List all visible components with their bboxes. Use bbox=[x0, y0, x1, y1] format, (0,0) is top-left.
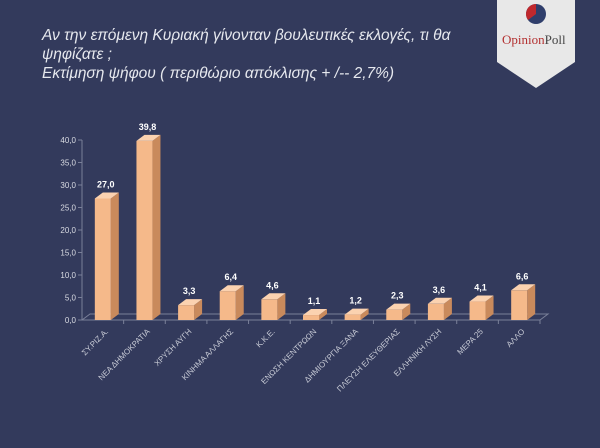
bar-side bbox=[152, 134, 161, 320]
y-tick-label: 15,0 bbox=[60, 249, 76, 258]
bar bbox=[219, 291, 236, 320]
bar bbox=[136, 140, 153, 320]
bar bbox=[427, 303, 444, 320]
category-label: Κ.Κ.Ε. bbox=[254, 327, 276, 349]
bar-top bbox=[261, 293, 286, 300]
bar-side bbox=[277, 293, 286, 320]
title-line-2: Εκτίμηση ψήφου ( περιθώριο απόκλισης + /… bbox=[42, 65, 395, 82]
y-tick-label: 10,0 bbox=[60, 271, 76, 280]
y-tick-label: 30,0 bbox=[60, 181, 76, 190]
category-label: ΧΡΥΣΗ ΑΥΓΗ bbox=[153, 327, 194, 368]
bar-side bbox=[360, 308, 369, 320]
bar-top bbox=[178, 299, 203, 306]
category-label: ΜΕΡΑ 25 bbox=[455, 327, 485, 357]
bar bbox=[261, 299, 278, 320]
bar bbox=[344, 314, 361, 320]
title-line-1: Αν την επόμενη Κυριακή γίνονταν βουλευτι… bbox=[42, 27, 451, 63]
bar bbox=[469, 301, 486, 320]
y-tick-label: 40,0 bbox=[60, 136, 76, 145]
bar bbox=[511, 290, 528, 320]
category-label: ΑΛΛΟ bbox=[505, 327, 527, 349]
bar-top bbox=[386, 303, 411, 310]
data-label: 39,8 bbox=[139, 122, 157, 132]
data-label: 3,3 bbox=[183, 286, 196, 296]
data-label: 6,4 bbox=[224, 272, 237, 282]
y-tick-label: 5,0 bbox=[65, 294, 77, 303]
data-label: 27,0 bbox=[97, 180, 115, 190]
data-label: 1,1 bbox=[308, 296, 321, 306]
data-label: 6,6 bbox=[516, 271, 529, 281]
data-label: 4,6 bbox=[266, 280, 279, 290]
bar bbox=[386, 309, 403, 320]
bar-side bbox=[402, 303, 411, 320]
bar bbox=[303, 315, 319, 320]
bar-top bbox=[469, 295, 494, 302]
data-label: 4,1 bbox=[474, 283, 487, 293]
bar-side bbox=[319, 309, 327, 320]
bar-side bbox=[443, 297, 452, 320]
svg-text:OpinionPoll: OpinionPoll bbox=[502, 32, 566, 47]
bar bbox=[178, 305, 195, 320]
bar-top bbox=[94, 192, 119, 199]
bar-top bbox=[511, 284, 536, 291]
bar-top bbox=[427, 297, 452, 304]
y-tick-label: 20,0 bbox=[60, 226, 76, 235]
y-tick-label: 0,0 bbox=[65, 316, 77, 325]
bar-side bbox=[527, 284, 536, 320]
data-label: 1,2 bbox=[349, 296, 362, 306]
bar-side bbox=[485, 295, 494, 320]
bar-top bbox=[344, 308, 369, 315]
bar-top bbox=[303, 309, 327, 316]
y-tick-label: 35,0 bbox=[60, 159, 76, 168]
y-tick-label: 25,0 bbox=[60, 204, 76, 213]
data-label: 2,3 bbox=[391, 291, 404, 301]
bar-top bbox=[219, 285, 244, 292]
bar-top bbox=[136, 134, 161, 141]
bar-side bbox=[194, 299, 203, 320]
data-label: 3,6 bbox=[433, 285, 446, 295]
opinionpoll-logo: OpinionPoll bbox=[497, 0, 575, 88]
chart-title: Αν την επόμενη Κυριακή γίνονταν βουλευτι… bbox=[42, 26, 482, 83]
bar-side bbox=[235, 285, 244, 320]
category-label: ΣΥ.ΡΙΖ.Α. bbox=[80, 327, 110, 357]
bar bbox=[94, 198, 111, 320]
bar-side bbox=[110, 192, 119, 320]
